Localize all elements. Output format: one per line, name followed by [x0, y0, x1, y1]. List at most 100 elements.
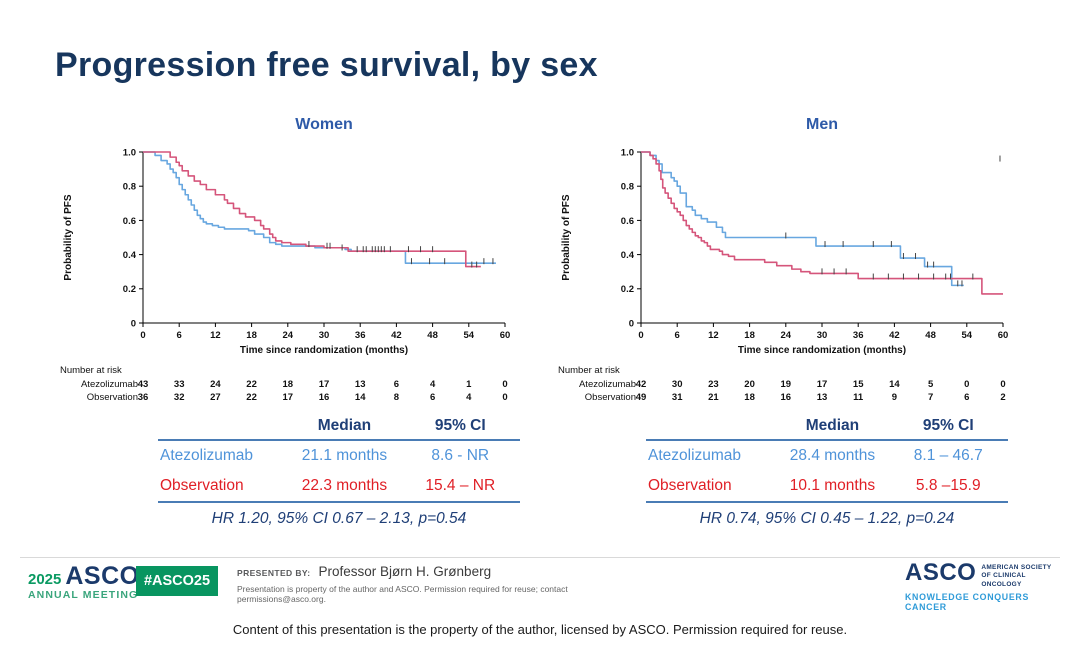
x-tick-label: 24	[283, 330, 294, 341]
x-tick-label: 24	[781, 330, 792, 341]
risk-value: 31	[672, 392, 683, 403]
logo-meeting-label: ANNUAL MEETING	[28, 589, 139, 601]
stats-row-atezolizumab: Atezolizumab 21.1 months 8.6 - NR	[158, 441, 520, 471]
stats-rule-bottom	[158, 501, 520, 503]
x-tick-label: 36	[355, 330, 366, 341]
risk-value: 21	[708, 392, 719, 403]
x-tick-label: 48	[925, 330, 936, 341]
y-tick-label: 0.6	[621, 216, 634, 227]
stats-hr-line: HR 0.74, 95% CI 0.45 – 1.22, p=0.24	[699, 510, 955, 527]
stats-table-women: Median 95% CI Atezolizumab 21.1 months 8.6 -…	[158, 412, 520, 528]
asco-tagline: KNOWLEDGE CONQUERS CANCER	[905, 592, 1030, 613]
y-tick-label: 0.8	[123, 182, 136, 193]
km-curve-atezolizumab	[143, 151, 496, 264]
number-at-risk-label: Number at risk	[60, 365, 122, 376]
risk-value: 43	[138, 379, 149, 390]
footer: 2025 ASCO ANNUAL MEETING #ASCO25 PRESENT…	[0, 557, 1080, 615]
x-axis-label: Time since randomization (months)	[738, 345, 906, 356]
km-curve-atezolizumab	[641, 151, 964, 287]
risk-value: 22	[246, 379, 257, 390]
risk-value: 6	[394, 379, 399, 390]
stats-row-median: 28.4 months	[789, 447, 876, 464]
y-tick-label: 1.0	[621, 147, 634, 158]
risk-value: 20	[744, 379, 755, 390]
risk-value: 9	[892, 392, 897, 403]
risk-value: 36	[138, 392, 149, 403]
stats-header-ci: 95% CI	[922, 416, 974, 434]
stats-header-median: Median	[805, 416, 860, 434]
presenter-name: Professor Bjørn H. Grønberg	[318, 564, 492, 579]
stats-rule-top	[158, 439, 520, 441]
km-chart-men: 00.20.40.60.81.00 6 12 18 24 30 36 42 48 54 60Time…	[558, 147, 1009, 403]
risk-value: 24	[210, 379, 221, 390]
risk-value: 13	[355, 379, 366, 390]
presented-by-label: PRESENTED BY:	[237, 568, 311, 578]
x-axis-label: Time since randomization (months)	[240, 345, 408, 356]
y-tick-label: 0.6	[123, 216, 136, 227]
stats-row-name: Atezolizumab	[160, 447, 254, 464]
km-curve-observation	[641, 151, 1003, 295]
stats-hr-line: HR 1.20, 95% CI 0.67 – 2.13, p=0.54	[211, 510, 467, 527]
risk-row-name: Atezolizumab	[81, 379, 138, 390]
asco-wordmark: ASCO	[65, 562, 140, 590]
y-tick-label: 0.4	[621, 250, 635, 261]
censor-marks-atezolizumab	[785, 155, 1001, 287]
censor-marks-observation	[308, 241, 478, 268]
x-tick-label: 18	[744, 330, 755, 341]
number-at-risk-label: Number at risk	[558, 365, 620, 376]
stats-rule-top	[646, 439, 1008, 441]
asco-society-name: AMERICAN SOCIETY OF CLINICAL ONCOLOGY	[981, 564, 1052, 588]
stats-row-name: Atezolizumab	[648, 447, 742, 464]
risk-value: 18	[283, 379, 294, 390]
risk-value: 16	[781, 392, 792, 403]
risk-row-name: Observation	[87, 392, 138, 403]
stats-row-name: Observation	[160, 477, 244, 494]
y-tick-label: 0.2	[123, 284, 136, 295]
risk-value: 6	[430, 392, 435, 403]
chart-title-women: Women	[295, 116, 353, 133]
risk-value: 0	[964, 379, 969, 390]
presented-by-block: PRESENTED BY: Professor Bjørn H. Grønber…	[237, 564, 657, 604]
stats-header-row: Median 95% CI	[646, 412, 1008, 439]
stats-row-median: 22.3 months	[301, 477, 388, 494]
risk-value: 4	[466, 392, 472, 403]
risk-value: 11	[853, 392, 864, 403]
asco-logo-line: 2025 ASCO	[28, 562, 140, 590]
x-tick-label: 6	[675, 330, 680, 341]
x-tick-label: 60	[998, 330, 1009, 341]
x-tick-label: 12	[708, 330, 719, 341]
risk-value: 0	[502, 379, 507, 390]
stats-row-ci: 8.6 - NR	[431, 447, 490, 464]
risk-value: 16	[319, 392, 330, 403]
stats-header-median: Median	[317, 416, 372, 434]
stats-row-observation: Observation 10.1 months 5.8 –15.9	[646, 471, 1008, 501]
risk-value: 49	[636, 392, 647, 403]
y-axis-label: Probability of PFS	[561, 194, 572, 280]
x-tick-label: 60	[500, 330, 511, 341]
risk-value: 5	[928, 379, 934, 390]
stats-header-row: Median 95% CI	[158, 412, 520, 439]
risk-value: 42	[636, 379, 647, 390]
risk-value: 32	[174, 392, 185, 403]
stats-rule-bottom	[646, 501, 1008, 503]
x-tick-label: 6	[177, 330, 182, 341]
stats-header-ci: 95% CI	[434, 416, 486, 434]
y-tick-label: 0.8	[621, 182, 634, 193]
x-tick-label: 54	[962, 330, 973, 341]
stats-row-ci: 5.8 –15.9	[915, 477, 981, 494]
stats-row-ci: 8.1 – 46.7	[913, 447, 983, 464]
stats-row-name: Observation	[648, 477, 732, 494]
risk-value: 33	[174, 379, 185, 390]
presented-by-line: PRESENTED BY: Professor Bjørn H. Grønber…	[237, 564, 657, 579]
x-tick-label: 0	[140, 330, 145, 341]
risk-value: 0	[502, 392, 507, 403]
x-tick-label: 42	[391, 330, 402, 341]
stats-row-median: 10.1 months	[789, 477, 876, 494]
stats-row-median: 21.1 months	[301, 447, 388, 464]
slide-title: Progression free survival, by sex	[55, 46, 598, 84]
risk-row-name: Atezolizumab	[579, 379, 636, 390]
risk-value: 30	[672, 379, 683, 390]
chart-panel-women: Women 0 0.2 0.4 0.6 0.8 1.0 0 6 12 18 24 30 36 42 48 54…	[58, 116, 540, 406]
x-tick-label: 48	[427, 330, 438, 341]
